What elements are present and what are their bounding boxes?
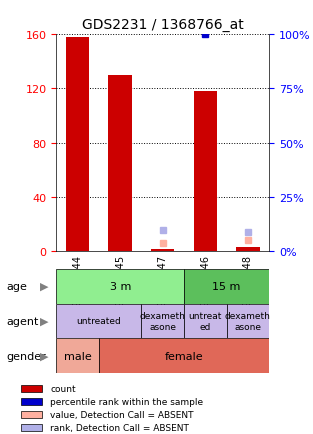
FancyBboxPatch shape — [99, 339, 269, 373]
Text: ▶: ▶ — [39, 351, 48, 361]
Text: male: male — [64, 351, 91, 361]
FancyBboxPatch shape — [141, 304, 184, 339]
Bar — [21, 385, 42, 392]
Bar — [236, 248, 259, 252]
FancyBboxPatch shape — [56, 269, 184, 304]
Bar — [151, 249, 174, 252]
Bar — [21, 398, 42, 405]
Title: GDS2231 / 1368766_at: GDS2231 / 1368766_at — [82, 18, 244, 32]
Bar — [109, 76, 132, 252]
FancyBboxPatch shape — [56, 339, 99, 373]
Text: female: female — [165, 351, 203, 361]
Text: value, Detection Call = ABSENT: value, Detection Call = ABSENT — [50, 410, 194, 419]
Text: dexameth
asone: dexameth asone — [140, 312, 186, 331]
FancyBboxPatch shape — [184, 269, 269, 304]
Text: 15 m: 15 m — [213, 282, 241, 291]
Bar — [21, 411, 42, 418]
Text: rank, Detection Call = ABSENT: rank, Detection Call = ABSENT — [50, 423, 189, 432]
Text: count: count — [50, 384, 76, 393]
Text: gender: gender — [6, 351, 46, 361]
Text: ▶: ▶ — [39, 282, 48, 291]
Bar — [66, 37, 89, 252]
FancyBboxPatch shape — [184, 304, 227, 339]
Text: percentile rank within the sample: percentile rank within the sample — [50, 397, 203, 406]
Bar — [21, 424, 42, 431]
FancyBboxPatch shape — [56, 304, 141, 339]
Bar — [194, 92, 217, 252]
Text: dexameth
asone: dexameth asone — [225, 312, 271, 331]
Text: untreated: untreated — [77, 317, 121, 326]
Text: untreat
ed: untreat ed — [189, 312, 222, 331]
Text: ▶: ▶ — [39, 316, 48, 326]
FancyBboxPatch shape — [227, 304, 269, 339]
Text: age: age — [6, 282, 27, 291]
Text: 3 m: 3 m — [110, 282, 131, 291]
Text: agent: agent — [6, 316, 38, 326]
